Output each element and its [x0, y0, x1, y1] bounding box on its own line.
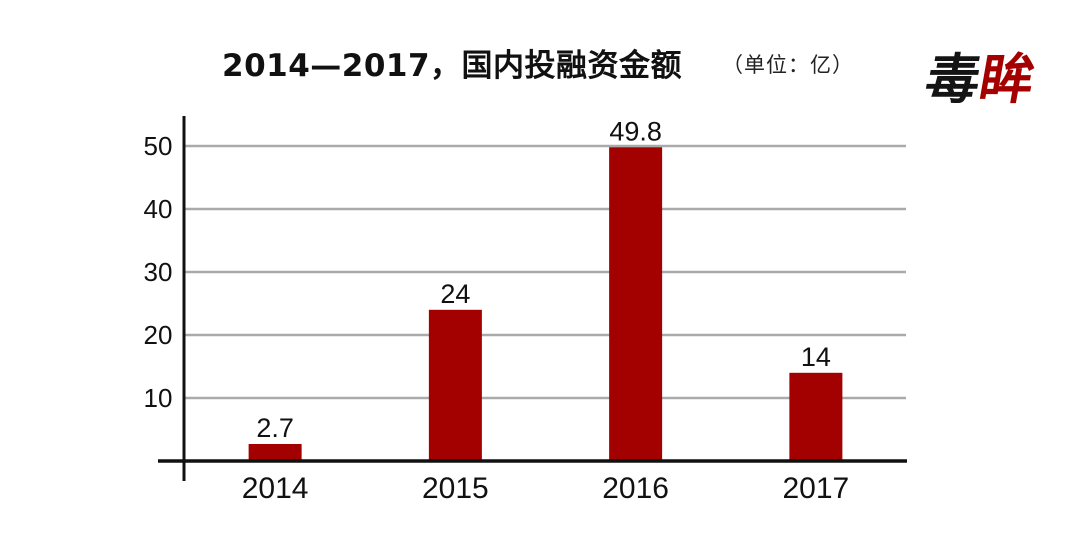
y-tick-label: 20 — [144, 320, 173, 350]
bars — [248, 147, 843, 461]
labels: 10 20 30 40 50 2.7 2014 24 2015 49.8 2016 14 2017 — [144, 116, 850, 505]
y-tick-label: 50 — [144, 131, 173, 161]
x-tick-label: 2014 — [242, 472, 309, 505]
chart-unit-label: （单位：亿） — [722, 53, 854, 77]
y-tick-label: 10 — [144, 383, 173, 413]
x-tick-label: 2015 — [422, 472, 489, 505]
data-label: 2.7 — [256, 413, 294, 443]
data-label: 14 — [801, 342, 831, 372]
x-tick-label: 2016 — [602, 472, 669, 505]
y-tick-label: 30 — [144, 257, 173, 287]
chart-title-area: 2014—2017，国内投融资金额 （单位：亿） 毒 眸 — [0, 36, 1080, 111]
grid-lines — [185, 144, 906, 400]
bar — [428, 309, 482, 461]
bar — [789, 372, 843, 461]
x-tick-label: 2017 — [783, 472, 850, 505]
chart-title: 2014—2017，国内投融资金额 — [222, 48, 683, 84]
bar — [248, 443, 302, 461]
y-tick-label: 40 — [144, 194, 173, 224]
data-label: 49.8 — [609, 116, 662, 146]
axes — [158, 116, 907, 481]
bar — [609, 147, 663, 461]
data-label: 24 — [440, 279, 470, 309]
